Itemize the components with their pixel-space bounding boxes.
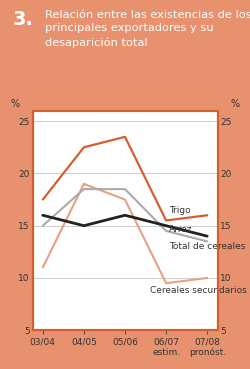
Text: %: % bbox=[10, 99, 19, 109]
Text: Relación entre las existencias de los
principales exportadores y su
desaparición: Relación entre las existencias de los pr… bbox=[45, 10, 250, 48]
Text: Cereales secundarios: Cereales secundarios bbox=[150, 286, 246, 295]
Text: 3.: 3. bbox=[12, 10, 34, 29]
Text: Trigo: Trigo bbox=[170, 206, 191, 214]
Text: Arroz: Arroz bbox=[170, 225, 193, 234]
Text: Total de cereales: Total de cereales bbox=[170, 242, 246, 251]
Text: %: % bbox=[231, 99, 240, 109]
